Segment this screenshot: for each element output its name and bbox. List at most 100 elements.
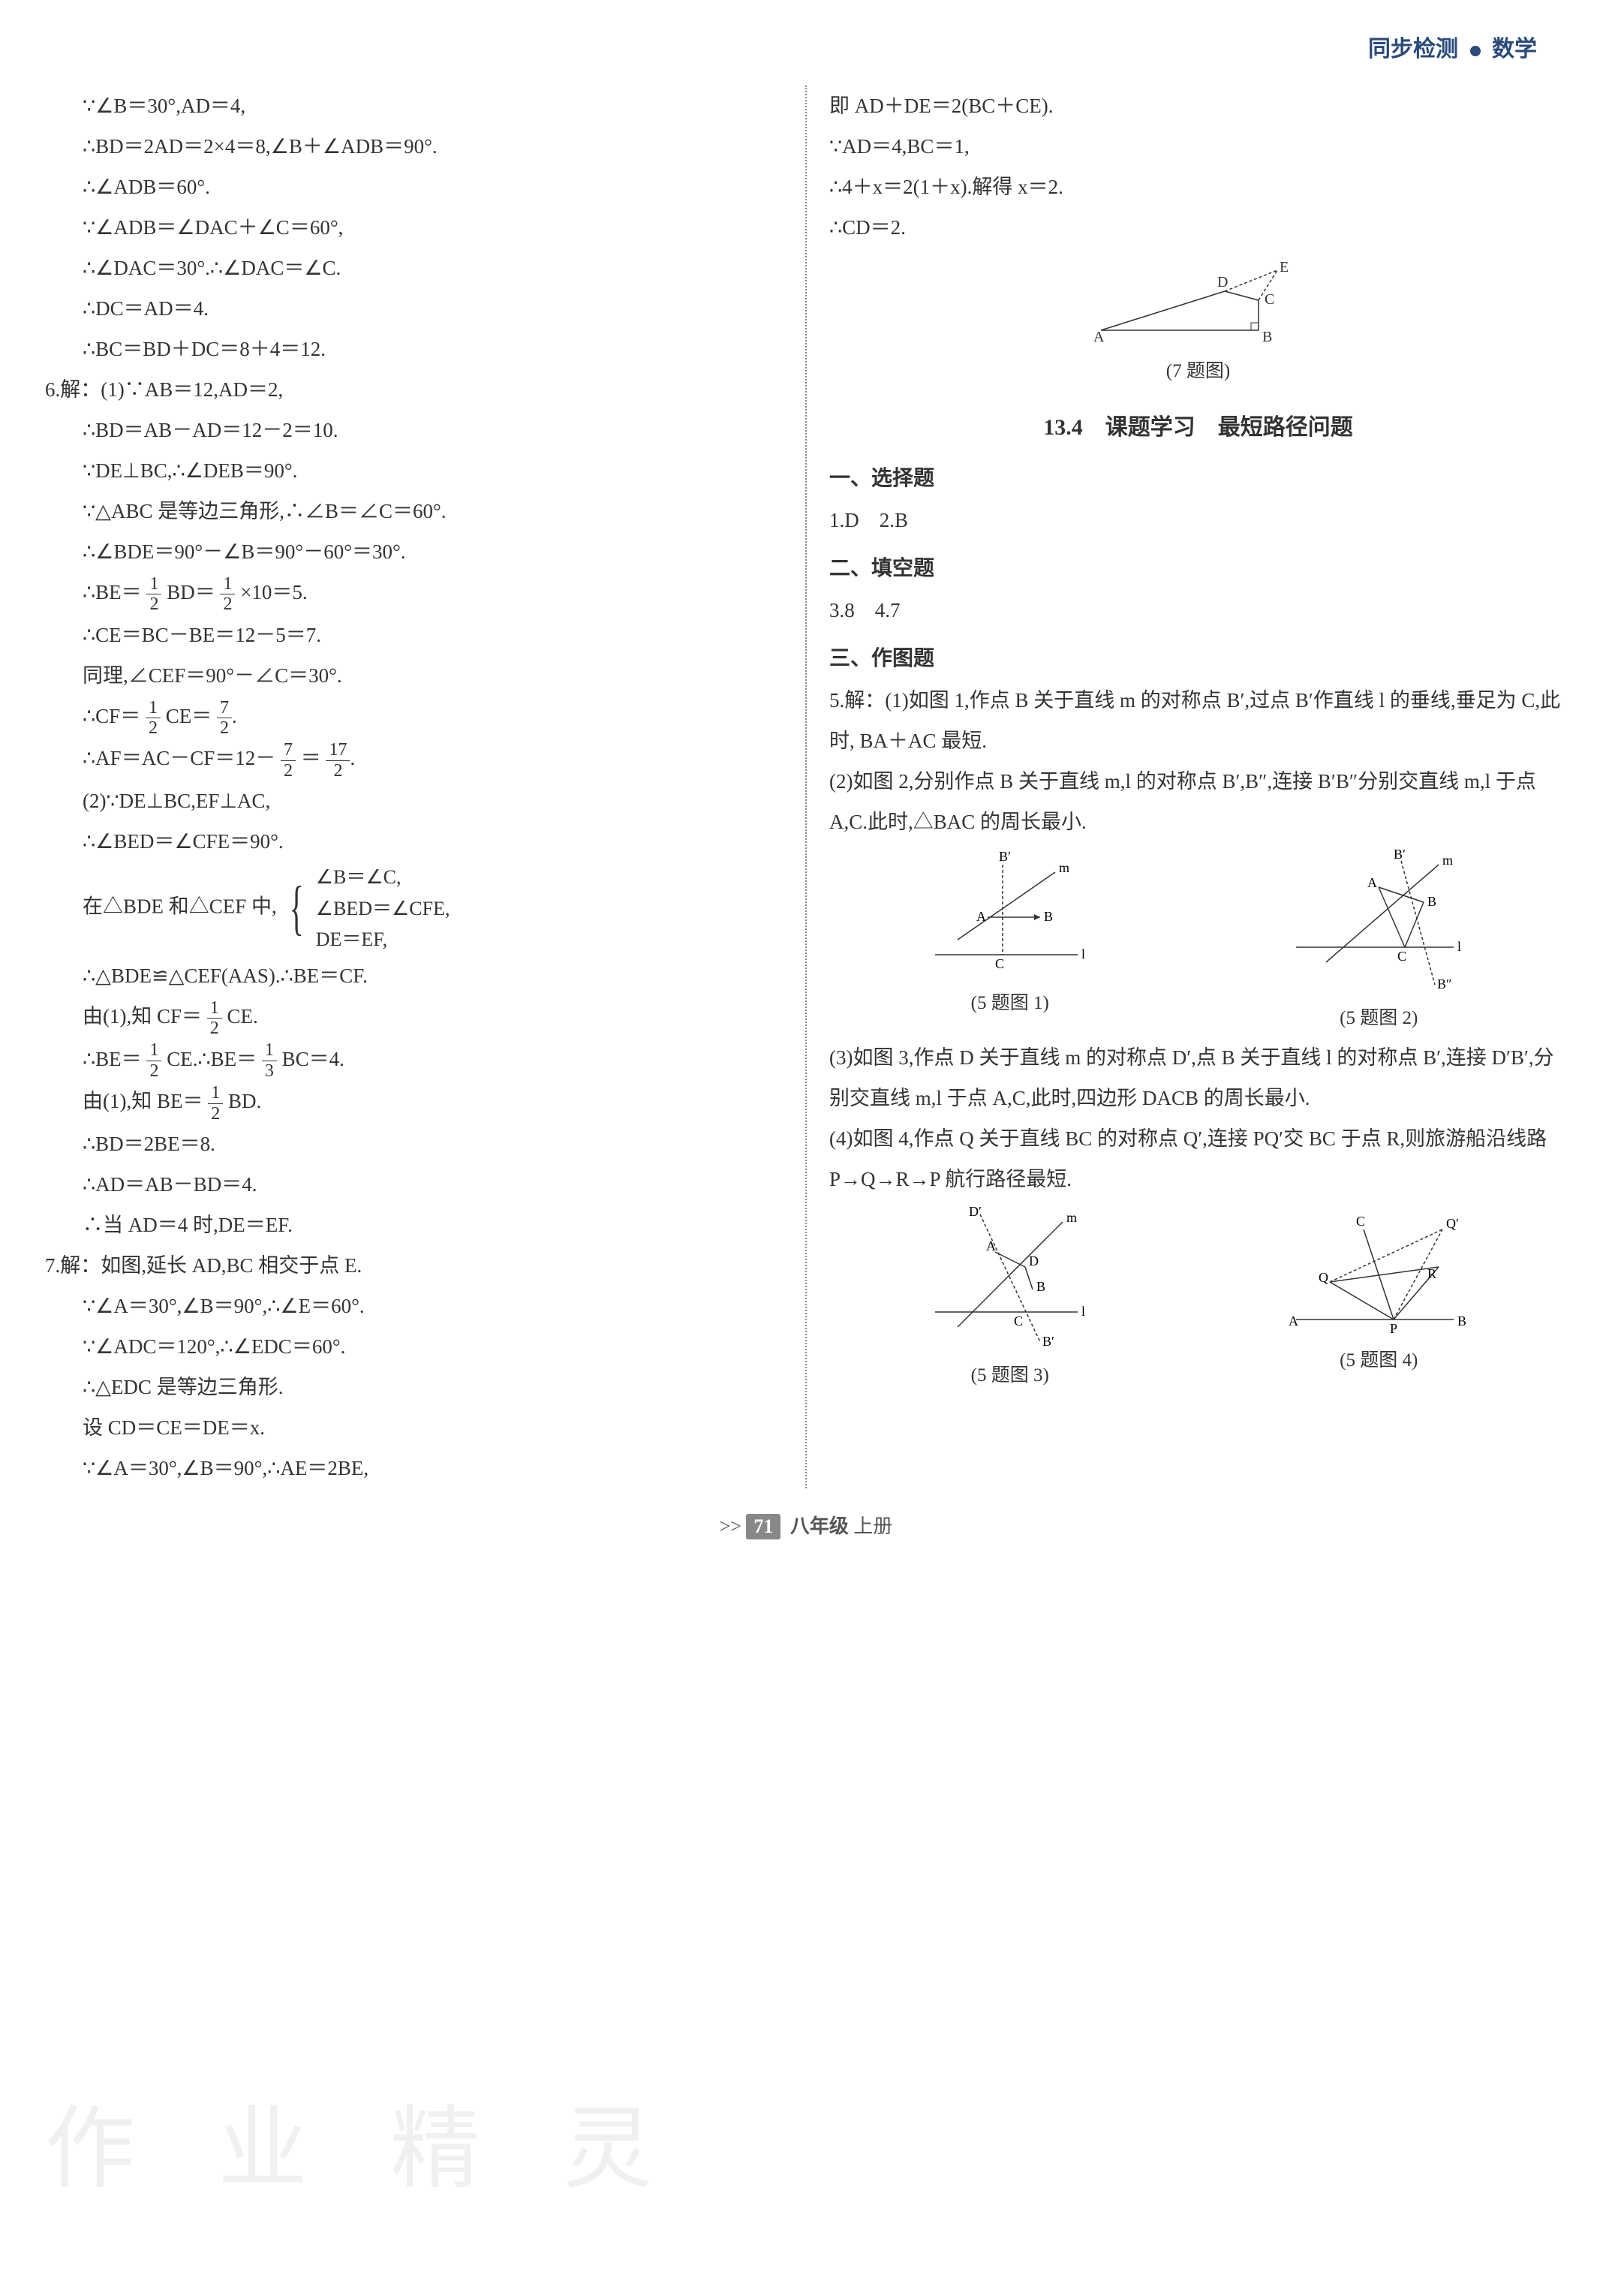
- answers-choice: 1.D 2.B: [829, 500, 1567, 540]
- heading-construct: 三、作图题: [829, 638, 1567, 680]
- line: ∴BC＝BD＋DC＝8＋4＝12.: [45, 329, 783, 369]
- svg-text:A: A: [1289, 1314, 1298, 1329]
- fig5-3-caption: (5 题图 3): [928, 1357, 1093, 1395]
- page-footer: >> 71 八年级 上册: [45, 1511, 1567, 1539]
- svg-text:D: D: [1029, 1253, 1039, 1268]
- problem-5-1: 5.解：(1)如图 1,作点 B 关于直线 m 的对称点 B′,过点 B′作直线…: [829, 680, 1567, 761]
- svg-text:E: E: [1280, 259, 1289, 275]
- text: ∴CF＝: [83, 705, 140, 727]
- svg-text:l: l: [1457, 939, 1461, 954]
- line: ∴DC＝AD＝4.: [45, 288, 783, 329]
- line: 同理,∠CEF＝90°－∠C＝30°.: [45, 655, 783, 696]
- svg-text:B: B: [1036, 1279, 1045, 1294]
- two-column-layout: ∵∠B＝30°,AD＝4, ∴BD＝2AD＝2×4＝8,∠B＋∠ADB＝90°.…: [45, 86, 1567, 1488]
- problem-5-4: (4)如图 4,作点 Q 关于直线 BC 的对称点 Q′,连接 PQ′交 BC …: [829, 1118, 1567, 1199]
- svg-text:B′: B′: [1394, 850, 1406, 862]
- fraction: 72: [281, 740, 296, 781]
- text: ∴AF＝AC－CF＝12－: [83, 747, 275, 769]
- line: ∵△ABC 是等边三角形,∴∠B＝∠C＝60°.: [45, 491, 783, 531]
- svg-text:B: B: [1457, 1314, 1466, 1329]
- line: ∴CD＝2.: [829, 207, 1567, 248]
- line: ∴4＋x＝2(1＋x).解得 x＝2.: [829, 167, 1567, 207]
- left-column: ∵∠B＝30°,AD＝4, ∴BD＝2AD＝2×4＝8,∠B＋∠ADB＝90°.…: [45, 86, 783, 1488]
- line: ∵DE⊥BC,∴∠DEB＝90°.: [45, 450, 783, 491]
- problem-5-2: (2)如图 2,分别作点 B 关于直线 m,l 的对称点 B′,B″,连接 B′…: [829, 761, 1567, 842]
- case: DE＝EF,: [316, 928, 387, 950]
- fraction: 12: [146, 574, 161, 615]
- column-divider: [805, 86, 807, 1488]
- fraction: 172: [326, 740, 350, 781]
- page-header: 同步检测 数学: [45, 30, 1567, 63]
- figure-5-3: l m D′ A D B C B′: [928, 1207, 1093, 1350]
- watermark: 作 业 精 灵: [45, 2075, 683, 2206]
- heading-choice: 一、选择题: [829, 458, 1567, 500]
- line: ∴BE＝ 12 CE.∴BE＝ 13 BC＝4.: [45, 1039, 783, 1082]
- fraction: 13: [262, 1040, 277, 1081]
- text: BC＝4.: [282, 1048, 344, 1070]
- text: CE.∴BE＝: [167, 1048, 257, 1070]
- figure-row-2: l m D′ A D B C B′ (5 题图 3): [829, 1199, 1567, 1395]
- line: ∴∠DAC＝30°.∴∠DAC＝∠C.: [45, 248, 783, 288]
- svg-text:A: A: [1093, 329, 1105, 345]
- svg-text:m: m: [1442, 853, 1453, 868]
- svg-text:B′: B′: [1042, 1334, 1054, 1349]
- footer-arrows: >>: [720, 1515, 741, 1537]
- line: ∴CE＝BC－BE＝12－5＝7.: [45, 615, 783, 655]
- svg-text:l: l: [1081, 1304, 1085, 1319]
- fraction: 12: [220, 574, 235, 615]
- line: ∴∠ADB＝60°.: [45, 167, 783, 207]
- fraction: 72: [217, 698, 232, 739]
- text: 由(1),知 BE＝: [83, 1090, 203, 1112]
- line: ∴CF＝ 12 CE＝ 72.: [45, 696, 783, 739]
- line: ∵∠B＝30°,AD＝4,: [45, 86, 783, 126]
- answers-blank: 3.8 4.7: [829, 590, 1567, 630]
- svg-text:A: A: [986, 1238, 996, 1253]
- svg-text:C: C: [1265, 291, 1274, 308]
- right-column: 即 AD＋DE＝2(BC＋CE). ∵AD＝4,BC＝1, ∴4＋x＝2(1＋x…: [829, 86, 1567, 1488]
- line: 设 CD＝CE＝DE＝x.: [45, 1407, 783, 1448]
- page-number: 71: [746, 1514, 780, 1539]
- case: ∠B＝∠C,: [316, 866, 401, 888]
- svg-text:B″: B″: [1437, 976, 1452, 992]
- text: BD.: [228, 1090, 261, 1112]
- text: ∴BE＝: [83, 1048, 142, 1070]
- line: ∴BD＝2AD＝2×4＝8,∠B＋∠ADB＝90°.: [45, 126, 783, 167]
- line: ∴BD＝AB－AD＝12－2＝10.: [45, 410, 783, 450]
- line: ∴△EDC 是等边三角形.: [45, 1367, 783, 1407]
- fig5-1-caption: (5 题图 1): [928, 985, 1093, 1022]
- text: 在△BDE 和△CEF 中,: [83, 895, 277, 918]
- svg-text:A: A: [976, 909, 986, 924]
- figure-5-2: l m B′ A B C B″: [1289, 850, 1469, 992]
- svg-text:C: C: [1397, 949, 1406, 964]
- fraction: 12: [208, 1083, 223, 1124]
- fig5-2-caption: (5 题图 2): [1289, 1000, 1469, 1037]
- line: ∴△BDE≌△CEF(AAS).∴BE＝CF.: [45, 955, 783, 996]
- text: ∴BE＝: [83, 581, 142, 603]
- problem-7: 7.解：如图,延长 AD,BC 相交于点 E.: [45, 1245, 783, 1286]
- svg-text:B: B: [1262, 329, 1272, 345]
- svg-text:C: C: [1014, 1314, 1023, 1329]
- figure-7-caption: (7 题图): [829, 353, 1567, 390]
- fraction: 12: [207, 998, 222, 1039]
- line: ∴AD＝AB－BD＝4.: [45, 1164, 783, 1205]
- line: ∴∠BDE＝90°－∠B＝90°－60°＝30°.: [45, 531, 783, 572]
- svg-text:l: l: [1081, 946, 1085, 961]
- svg-text:A: A: [1367, 875, 1377, 890]
- svg-text:C: C: [995, 956, 1004, 971]
- text: CE.: [227, 1005, 258, 1028]
- svg-text:R: R: [1427, 1266, 1436, 1281]
- section-13-4-title: 13.4 课题学习 最短路径问题: [829, 405, 1567, 450]
- text: 由(1),知 CF＝: [83, 1005, 202, 1028]
- fig5-4-caption: (5 题图 4): [1289, 1342, 1469, 1380]
- figure-5-1: l m B′ A B C: [928, 850, 1093, 977]
- line: 由(1),知 CF＝ 12 CE.: [45, 996, 783, 1039]
- problem-6: 6.解：(1)∵AB＝12,AD＝2,: [45, 369, 783, 410]
- line: 在△BDE 和△CEF 中, { ∠B＝∠C, ∠BED＝∠CFE, DE＝EF…: [45, 862, 783, 955]
- line: ∴BE＝ 12 BD＝ 12 ×10＝5.: [45, 572, 783, 615]
- left-brace: {: [289, 896, 303, 920]
- line: (2)∵DE⊥BC,EF⊥AC,: [45, 781, 783, 821]
- header-left: 同步检测: [1368, 37, 1458, 62]
- svg-text:m: m: [1066, 1210, 1077, 1225]
- header-bullet: [1470, 46, 1481, 56]
- svg-text:Q: Q: [1319, 1270, 1328, 1285]
